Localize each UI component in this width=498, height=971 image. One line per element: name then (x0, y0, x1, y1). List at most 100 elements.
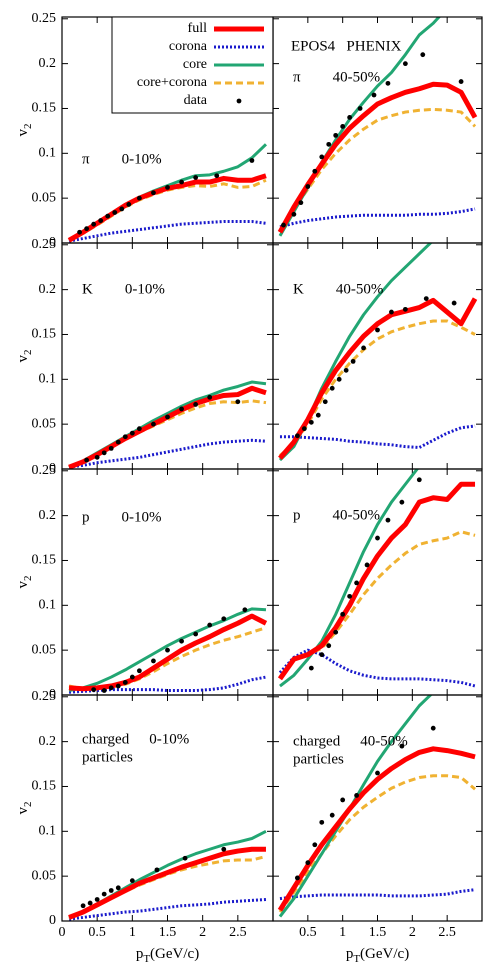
centrality-label: 40-50% (360, 733, 408, 749)
data-point (294, 875, 300, 881)
data-point (385, 517, 391, 523)
data-point (129, 430, 135, 436)
data-point (179, 638, 184, 644)
data-point (301, 426, 307, 432)
data-point (193, 175, 199, 180)
data-point (319, 652, 325, 658)
data-point (340, 797, 346, 803)
x-tick-label: 0.5 (88, 925, 106, 940)
data-point (115, 439, 121, 445)
data-point (108, 685, 114, 691)
data-point (354, 793, 359, 798)
series-line (278, 17, 442, 237)
data-point (375, 535, 380, 541)
x-axis-label: pT(GeV/c) (136, 946, 199, 964)
data-point (459, 458, 464, 463)
data-point (179, 179, 184, 185)
y-tick-label: 0.05 (32, 416, 57, 431)
data-point (129, 674, 135, 680)
panel-frame (272, 694, 483, 922)
data-point (389, 309, 394, 315)
centrality-label: 40-50% (336, 281, 384, 297)
data-point (333, 132, 339, 138)
data-point (399, 743, 405, 749)
legend: full corona core core+corona data (111, 16, 274, 114)
data-point (182, 855, 188, 861)
y-axis-label: v2 (15, 350, 33, 363)
series-line (68, 219, 267, 243)
y-tick-label: 0 (49, 461, 56, 476)
data-point (312, 168, 318, 174)
y-axis-label: v2 (15, 576, 33, 589)
data-point (154, 867, 160, 873)
y-tick-label: 0.05 (32, 642, 57, 657)
data-point (336, 376, 342, 382)
plot-area (277, 458, 476, 688)
series-line (279, 424, 476, 449)
y-tick-label: 0.15 (32, 101, 57, 116)
series-line (278, 107, 477, 234)
data-point (312, 842, 318, 848)
centrality-label: 40-50% (333, 69, 381, 85)
y-tick-label: 0.25 (32, 237, 57, 252)
particle-label: π (82, 151, 90, 167)
y-axis-label: v2 (15, 124, 33, 137)
data-point (129, 878, 135, 884)
series-line (278, 774, 476, 913)
data-point (98, 218, 104, 223)
centrality-label: 0-10% (125, 281, 165, 297)
data-point (340, 124, 346, 129)
data-point (326, 643, 332, 649)
panel: p 40-50% (272, 458, 483, 696)
series-line (278, 530, 476, 678)
data-point (136, 426, 142, 432)
data-point (423, 296, 429, 302)
x-axis-label-sub: T (353, 953, 360, 965)
x-axis-label-main: p (136, 946, 144, 962)
data-point (402, 61, 408, 67)
y-tick-label: 0.1 (39, 372, 57, 387)
plot-area (68, 829, 267, 921)
centrality-label: 0-10% (149, 731, 189, 747)
data-point (165, 414, 170, 420)
data-point (326, 141, 332, 147)
x-axis-label-unit: (GeV/c) (150, 946, 199, 962)
x-tick-label: 1.5 (369, 925, 387, 940)
legend-swatch (236, 98, 242, 104)
data-point (333, 629, 339, 635)
data-point (451, 300, 457, 306)
data-point (361, 345, 366, 351)
data-point (305, 184, 311, 189)
data-point (281, 222, 286, 228)
plot-area (68, 607, 268, 694)
data-point (350, 358, 356, 364)
panel-frame (61, 694, 274, 922)
x-tick-label: 1 (129, 925, 136, 940)
data-point (371, 92, 377, 98)
data-point (458, 79, 464, 84)
data-point (402, 306, 408, 312)
data-point (305, 860, 311, 866)
data-point (101, 891, 107, 897)
data-point (294, 433, 300, 439)
y-axis-label-main: v (15, 581, 31, 589)
y-axis-label-sub: 2 (22, 124, 34, 130)
x-tick-label: 1 (339, 925, 346, 940)
plot-area (277, 17, 478, 237)
data-point (108, 888, 114, 893)
y-tick-label: 0.2 (39, 282, 57, 297)
annotation: EPOS4 PHENIX (291, 38, 402, 54)
y-tick-label: 0.05 (32, 868, 57, 883)
panel: 0 0.05 0.1 0.15 0.2 0.25 p 0-10% v2 (15, 463, 274, 702)
particle-label: p (293, 507, 301, 523)
data-point (354, 580, 359, 586)
y-tick-label: 0.15 (32, 779, 57, 794)
data-point (179, 406, 184, 412)
data-point (375, 770, 380, 776)
x-tick-label: 2 (409, 925, 416, 940)
data-point (221, 846, 227, 852)
panel: π 40-50% EPOS4 PHENIX (272, 16, 483, 244)
data-point (430, 725, 436, 731)
data-point (108, 445, 114, 451)
